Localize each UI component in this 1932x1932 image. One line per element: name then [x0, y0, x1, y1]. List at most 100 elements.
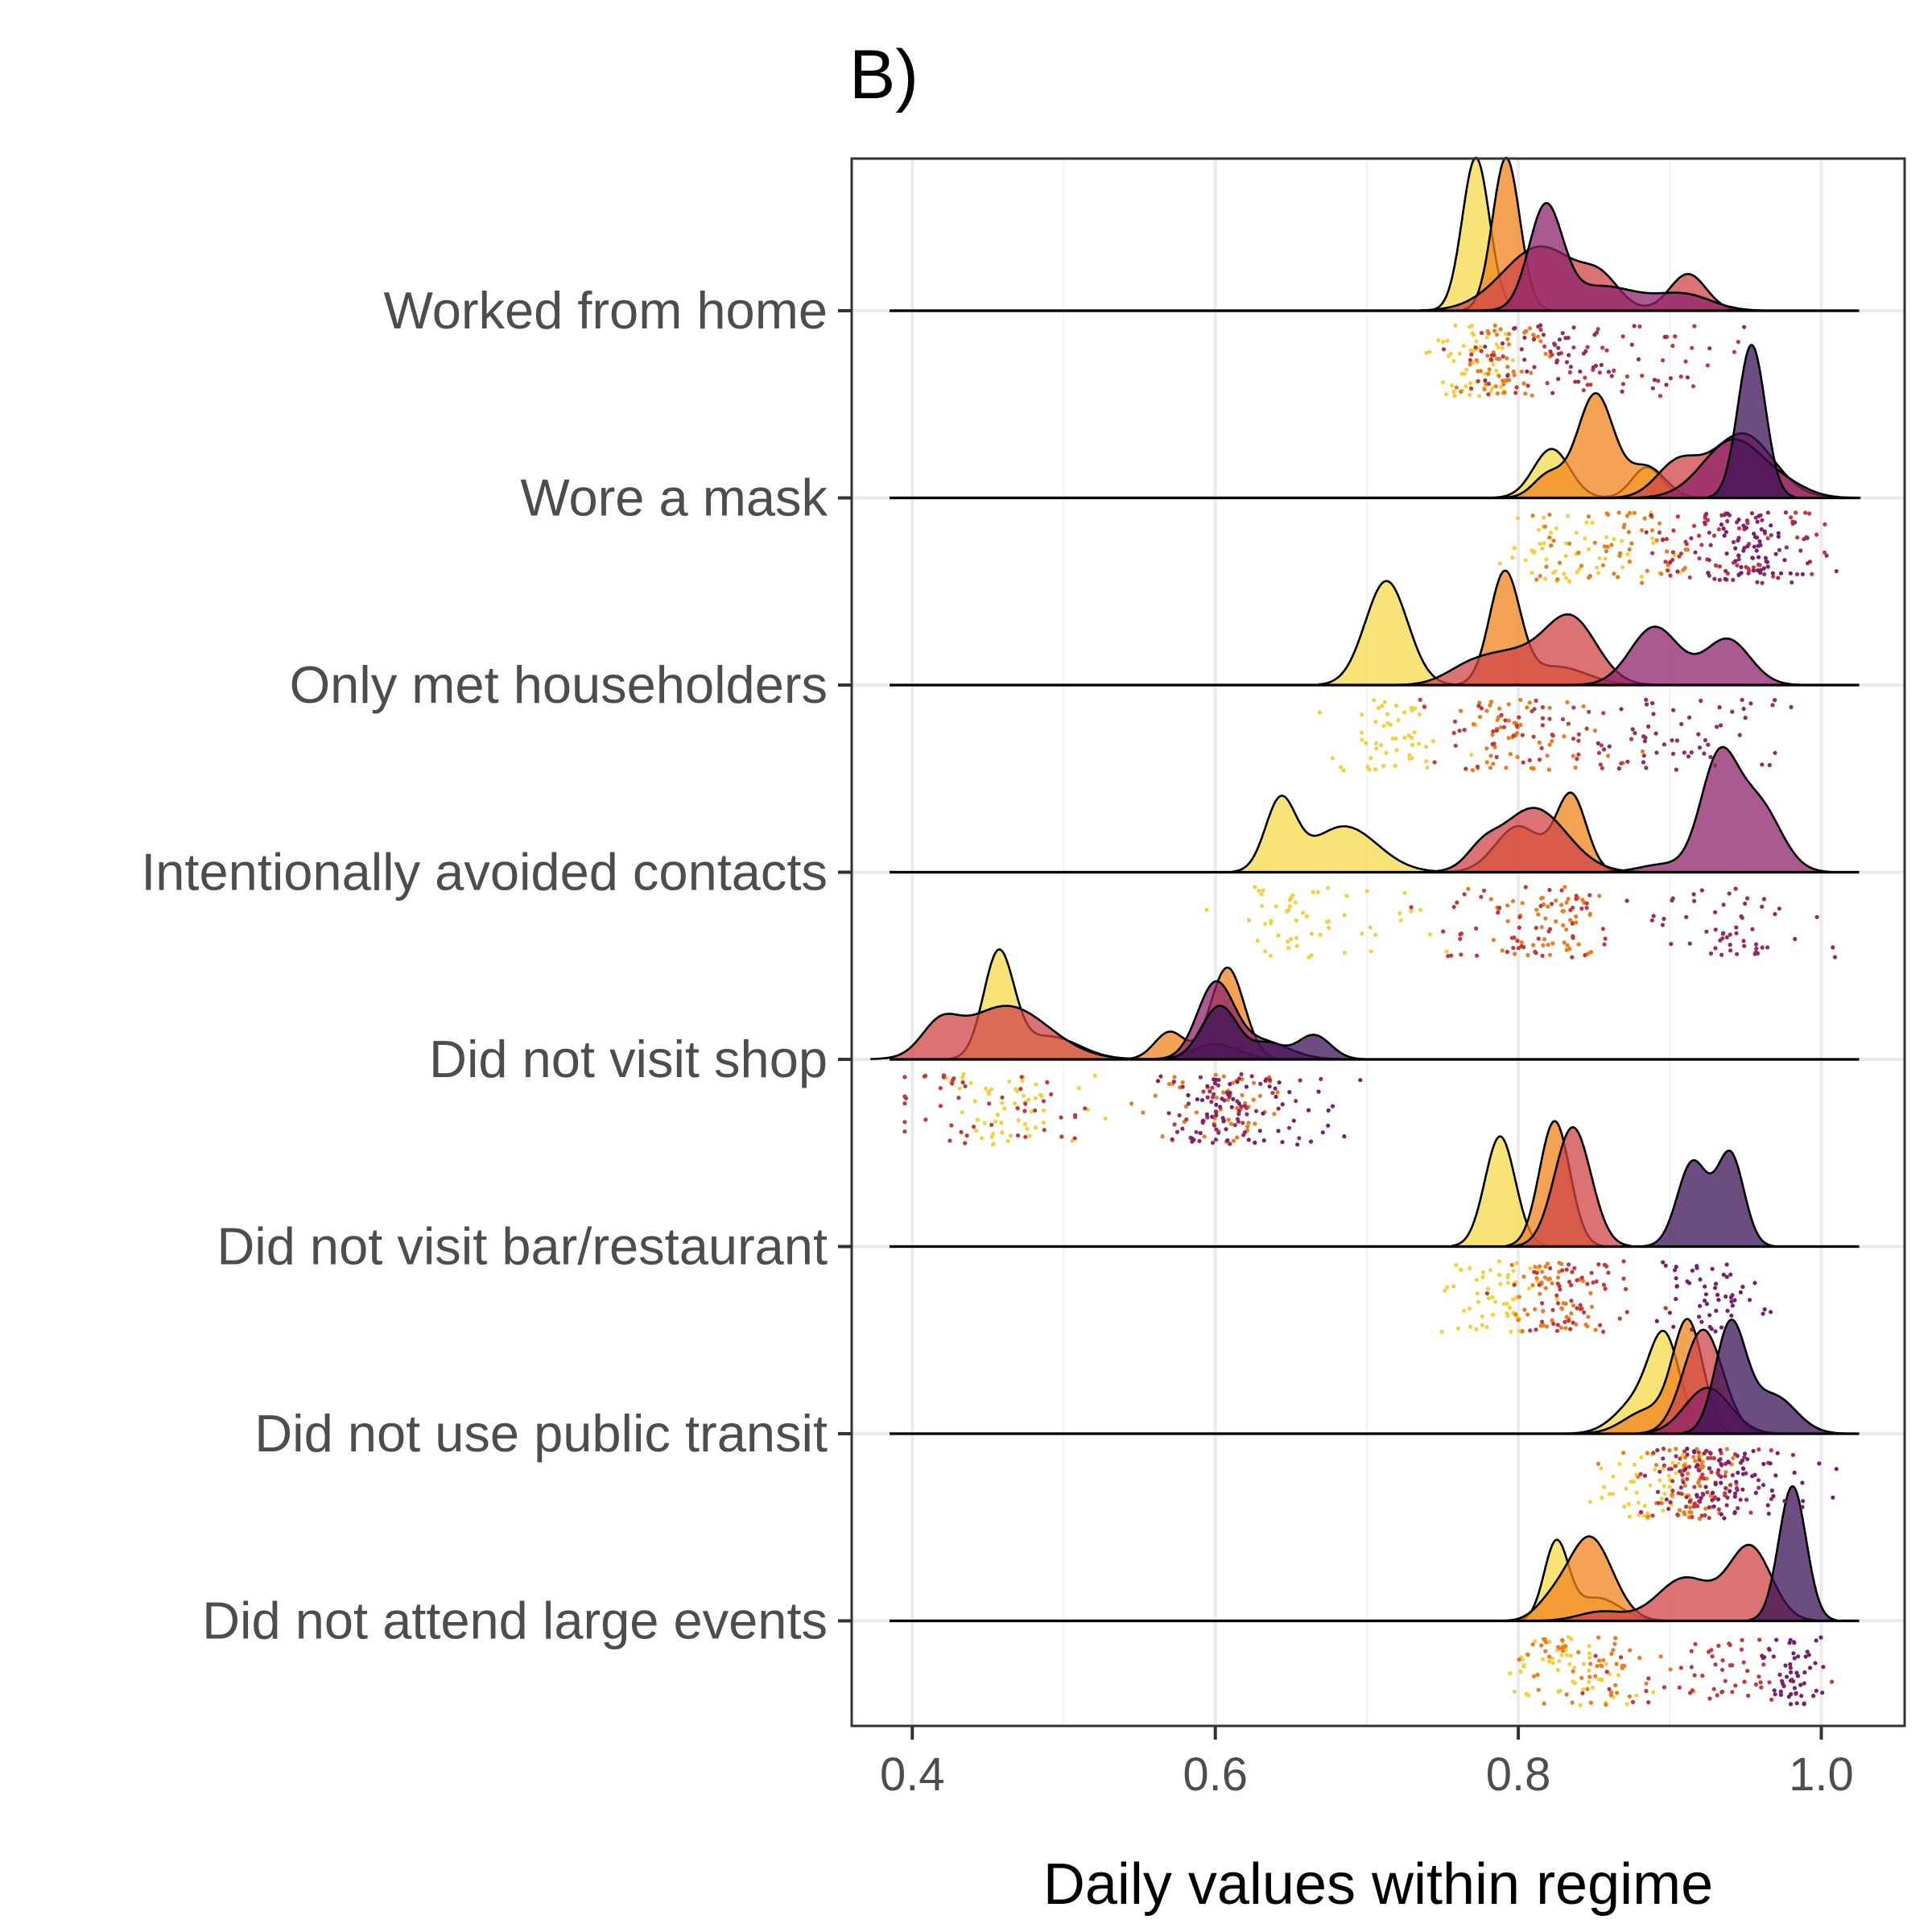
data-point: [902, 1101, 907, 1106]
data-point: [1589, 1304, 1595, 1309]
data-point: [1015, 1106, 1020, 1111]
data-point: [1402, 710, 1407, 715]
data-point: [1543, 1286, 1548, 1290]
ridge-3: [890, 745, 1860, 874]
data-point: [964, 1133, 969, 1138]
data-point: [1703, 1506, 1708, 1511]
density-outline-regime-5: [1748, 1484, 1837, 1621]
data-point: [1725, 511, 1730, 516]
data-point: [1495, 356, 1500, 361]
data-point: [1750, 927, 1755, 931]
data-point: [1643, 735, 1648, 741]
data-point: [1550, 1656, 1554, 1661]
data-point: [1267, 1077, 1272, 1082]
data-point: [1462, 892, 1467, 897]
data-point: [1534, 1276, 1539, 1281]
data-point: [1158, 1074, 1163, 1079]
data-point: [1443, 1288, 1447, 1293]
data-point: [1634, 1693, 1639, 1698]
data-point: [1364, 889, 1369, 894]
data-point: [1662, 1463, 1666, 1468]
data-point: [1645, 1511, 1650, 1516]
density-outline-regime-4: [1480, 201, 1773, 312]
data-point: [1360, 931, 1364, 936]
data-point: [1602, 544, 1607, 549]
data-point: [1522, 330, 1527, 335]
data-point: [1526, 1286, 1531, 1291]
data-point: [1579, 906, 1584, 911]
data-point: [1762, 572, 1767, 577]
data-point: [1662, 916, 1666, 921]
density-area-regime-4: [1480, 203, 1773, 311]
density-area-regime-4: [1589, 747, 1831, 873]
data-point: [1581, 1662, 1586, 1666]
data-point: [1245, 1112, 1249, 1117]
data-point: [1453, 323, 1458, 328]
data-point: [1214, 1127, 1219, 1132]
data-point: [1246, 918, 1251, 923]
data-point: [1555, 577, 1560, 582]
data-point: [1692, 324, 1697, 328]
data-point: [1696, 732, 1701, 737]
data-point: [1658, 1654, 1663, 1659]
data-point: [1649, 513, 1653, 518]
data-point: [1033, 1108, 1038, 1113]
data-point: [1002, 1106, 1007, 1111]
data-point: [1742, 324, 1747, 329]
data-point: [1728, 1295, 1733, 1300]
data-point: [1650, 700, 1655, 706]
data-point: [1490, 386, 1495, 390]
data-point: [1673, 334, 1678, 339]
data-point: [1617, 1462, 1622, 1467]
data-point: [1821, 1665, 1826, 1670]
data-point: [1515, 754, 1520, 760]
data-point: [1778, 1689, 1783, 1694]
data-point: [1728, 932, 1732, 937]
data-point: [1393, 736, 1398, 741]
data-point: [1506, 342, 1511, 347]
data-point: [1529, 370, 1534, 375]
data-point: [1396, 717, 1401, 723]
data-point: [1274, 904, 1278, 909]
data-point: [1294, 935, 1299, 940]
data-point: [1690, 1514, 1695, 1520]
data-point: [1457, 351, 1462, 356]
data-point: [1725, 1495, 1730, 1500]
data-point: [1221, 1074, 1226, 1079]
data-point: [1741, 548, 1746, 553]
data-point: [1550, 733, 1554, 737]
data-point: [1385, 712, 1390, 716]
data-point: [1758, 570, 1763, 576]
data-point: [1719, 1667, 1725, 1672]
data-point: [1251, 1080, 1257, 1085]
data-point: [1513, 390, 1518, 395]
data-point: [1688, 1505, 1693, 1510]
data-point: [1567, 541, 1572, 546]
data-point: [1806, 1653, 1811, 1657]
data-point: [1690, 1268, 1695, 1273]
data-point: [1736, 538, 1740, 543]
data-point: [1732, 1298, 1737, 1302]
data-point: [1584, 901, 1589, 906]
data-point: [1574, 897, 1579, 902]
data-point: [1536, 1687, 1541, 1692]
data-point: [1446, 954, 1451, 959]
data-point: [1783, 510, 1788, 515]
data-point: [1794, 1701, 1799, 1706]
data-point: [1049, 1092, 1054, 1096]
data-point: [1557, 560, 1563, 565]
data-point: [1670, 344, 1675, 349]
data-point: [1685, 375, 1690, 380]
data-point: [1678, 1469, 1682, 1474]
data-point: [1534, 698, 1538, 704]
data-point: [1724, 935, 1729, 939]
data-point: [1746, 1693, 1751, 1698]
data-point: [1793, 936, 1798, 942]
data-point: [1708, 1455, 1713, 1460]
data-point: [1374, 746, 1379, 751]
data-point: [1540, 704, 1545, 710]
data-point: [1745, 896, 1750, 901]
data-point: [1788, 1702, 1794, 1707]
data-point: [1542, 576, 1547, 581]
data-point: [1542, 937, 1546, 942]
